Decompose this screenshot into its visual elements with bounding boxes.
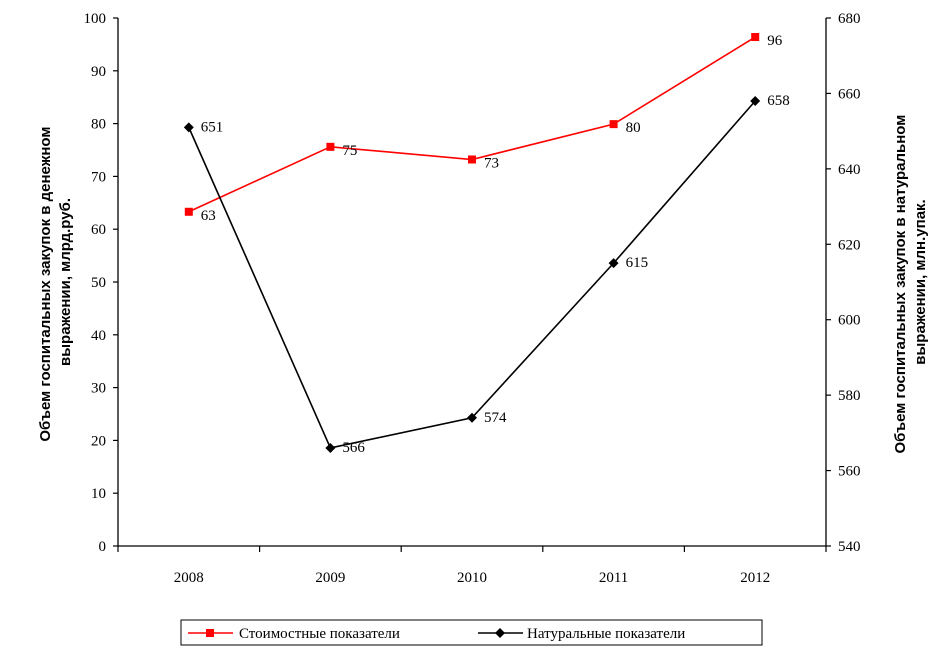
- left-y-tick-label: 0: [99, 539, 107, 555]
- x-tick-label: 2012: [740, 570, 770, 586]
- left-y-tick-label: 40: [91, 328, 106, 344]
- data-label: 80: [626, 120, 641, 136]
- data-point: [608, 258, 619, 269]
- x-tick-label: 2010: [457, 570, 487, 586]
- left-y-tick-label: 50: [91, 275, 106, 291]
- legend-label-natural: Натуральные показатели: [527, 626, 685, 642]
- left-y-tick-label: 80: [91, 117, 106, 133]
- right-y-tick-label: 600: [838, 313, 861, 329]
- data-label: 615: [626, 255, 649, 271]
- data-label: 63: [201, 208, 216, 224]
- data-point: [467, 412, 477, 423]
- data-label: 574: [484, 410, 507, 426]
- data-point: [468, 155, 476, 164]
- series-line: [188, 100, 756, 449]
- right-y-tick-label: 540: [838, 539, 861, 555]
- left-y-tick-label: 100: [84, 11, 107, 27]
- right-y-tick-label: 620: [838, 237, 861, 253]
- series-natural: 651 566 574 615 658: [183, 93, 790, 456]
- data-label: 651: [201, 119, 224, 135]
- left-y-tick-label: 90: [91, 64, 106, 80]
- left-y-tick-label: 20: [91, 433, 106, 449]
- data-point: [325, 442, 336, 453]
- data-label: 73: [484, 156, 499, 172]
- left-y-tick-label: 60: [91, 222, 106, 238]
- right-y-ticks: 540 560 580 600 620 640 660 680: [826, 11, 861, 555]
- data-label: 96: [767, 33, 783, 49]
- right-y-tick-label: 560: [838, 464, 861, 480]
- data-label: 658: [767, 93, 790, 109]
- left-y-axis-title: Объем госпитальных закупок в денежном вы…: [37, 122, 74, 441]
- data-point: [326, 142, 335, 151]
- left-y-ticks: 0 10 20 30 40 50 60 70 80 90 100: [84, 11, 118, 555]
- series-value: 63 75 73 80 96: [184, 33, 783, 224]
- x-ticks: 2008 2009 2010 2011 2012: [117, 546, 827, 586]
- x-tick-label: 2008: [174, 570, 204, 586]
- data-point: [751, 33, 760, 42]
- series-layer: 63 75 73 80 96 651 566 574 615 658: [183, 33, 790, 456]
- series-line: [188, 36, 756, 213]
- right-y-tick-label: 640: [838, 162, 861, 178]
- left-y-tick-label: 70: [91, 169, 106, 185]
- data-point: [609, 120, 618, 129]
- x-tick-label: 2011: [599, 570, 628, 586]
- data-point: [750, 95, 761, 106]
- legend-marker-value: [206, 629, 214, 637]
- data-label: 75: [342, 143, 357, 159]
- x-tick-label: 2009: [315, 570, 345, 586]
- right-y-tick-label: 660: [838, 86, 861, 102]
- left-y-tick-label: 30: [91, 381, 106, 397]
- right-y-axis-title: Объем госпитальных закупок в натуральном…: [892, 110, 929, 453]
- legend: Стоимостные показатели Натуральные показ…: [180, 619, 763, 646]
- data-label: 566: [342, 440, 365, 456]
- data-point: [183, 122, 194, 133]
- legend-box: [180, 619, 763, 646]
- legend-label-value: Стоимостные показатели: [239, 626, 400, 642]
- right-y-tick-label: 680: [838, 11, 861, 27]
- legend-marker-natural: [495, 628, 505, 638]
- left-y-tick-label: 10: [91, 486, 106, 502]
- data-point: [184, 207, 193, 216]
- axes: [117, 18, 827, 547]
- right-y-tick-label: 580: [838, 388, 861, 404]
